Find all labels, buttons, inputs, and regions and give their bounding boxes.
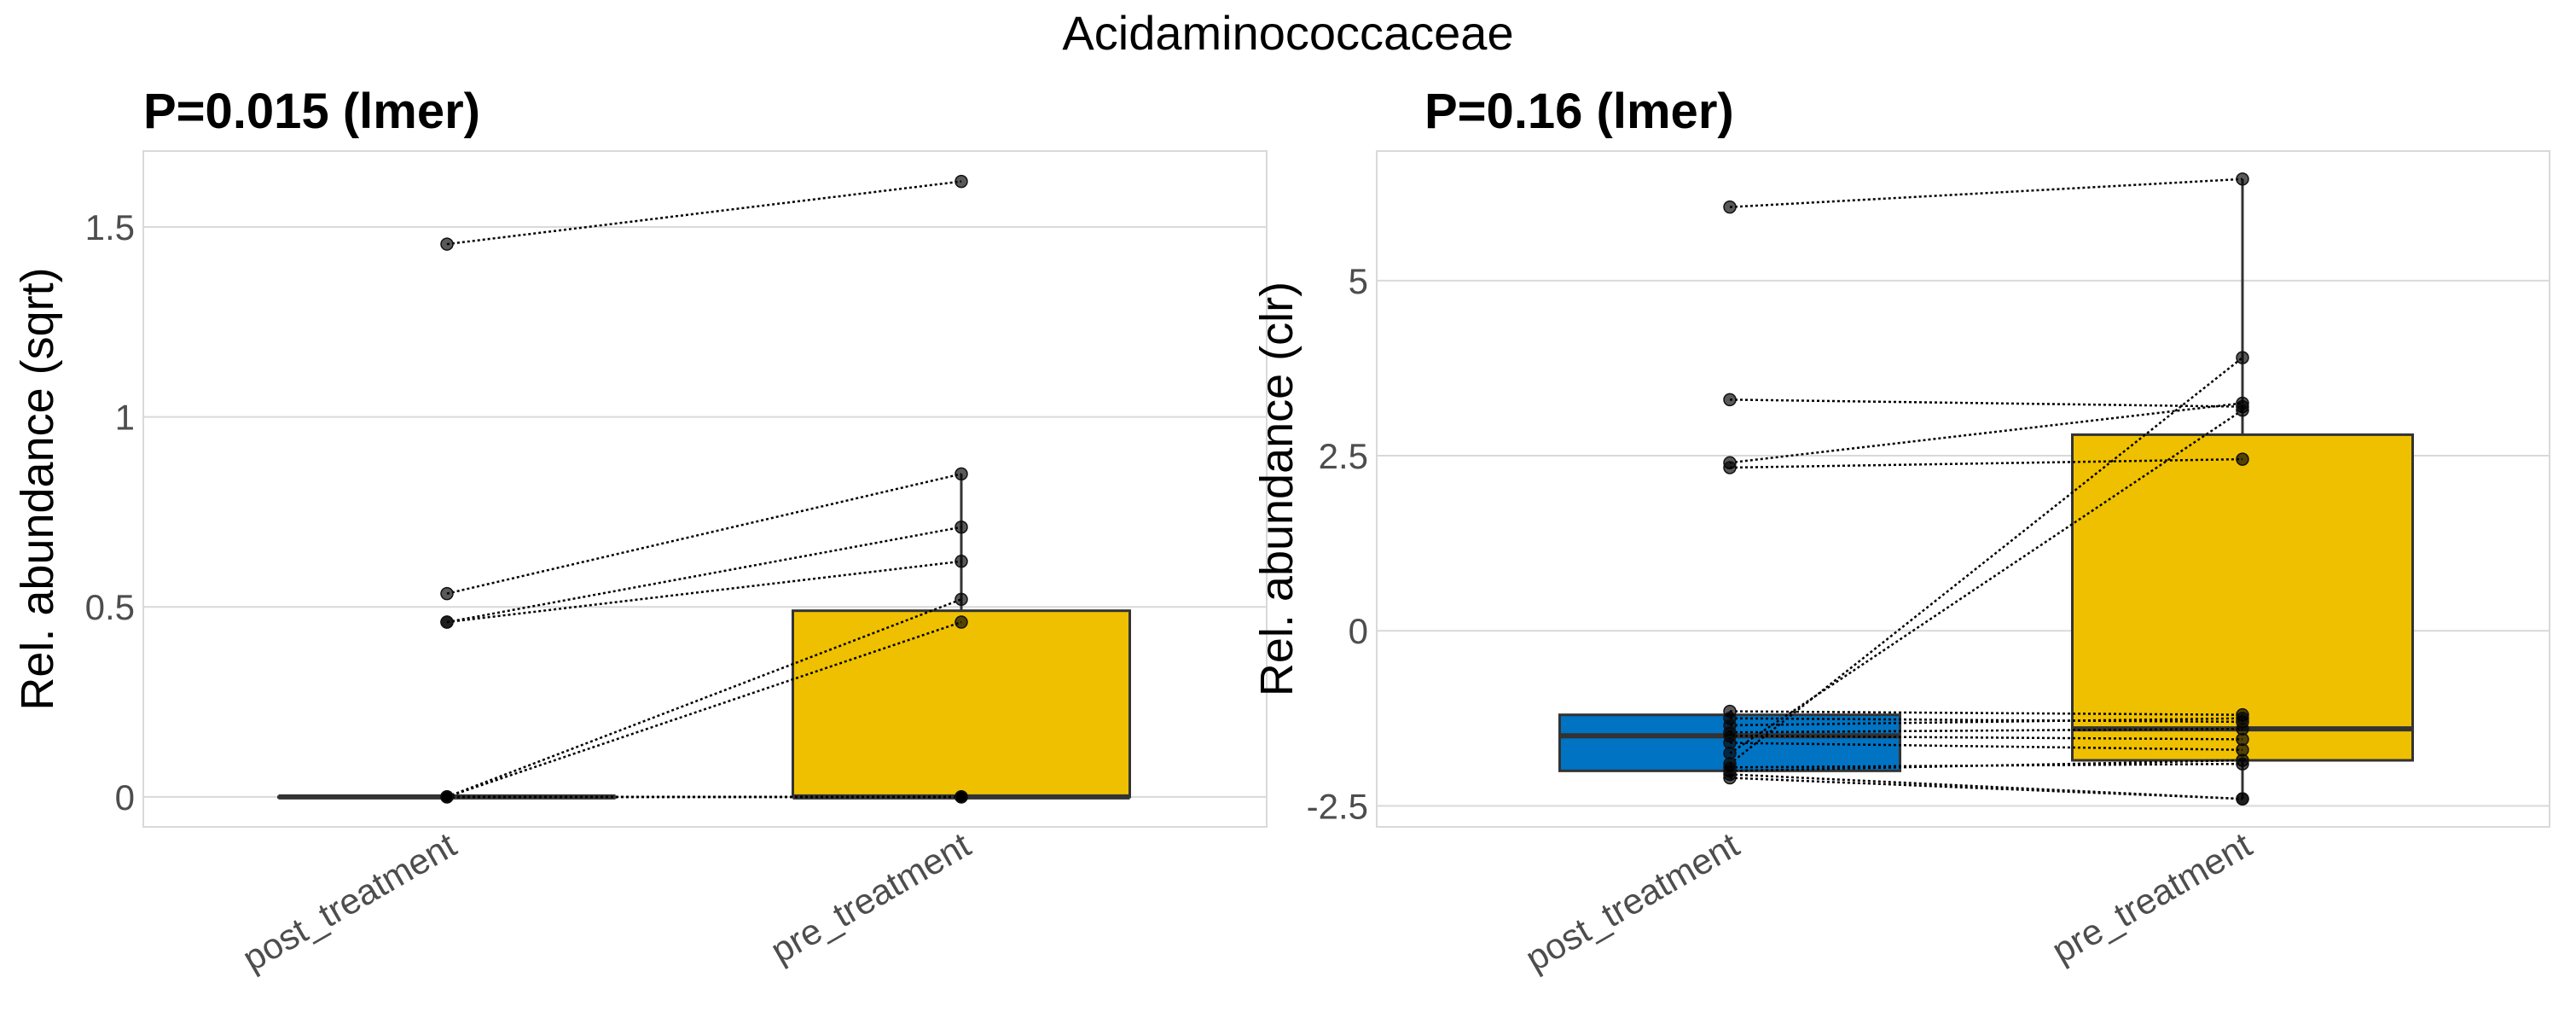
paired-line — [1729, 457, 2243, 469]
paired-line — [1729, 727, 2243, 734]
data-point — [2236, 403, 2249, 417]
paired-line — [446, 473, 962, 595]
paired-line — [446, 180, 962, 246]
paired-line — [1729, 777, 2243, 800]
data-point — [1723, 200, 1737, 214]
paired-line — [1729, 735, 2243, 741]
data-point — [2236, 792, 2249, 806]
paired-line — [1729, 710, 2243, 716]
data-point — [954, 615, 968, 629]
x-tick-label: pre_treatment — [2045, 824, 2259, 971]
paired-line — [446, 620, 962, 799]
data-point — [2236, 757, 2249, 771]
y-tick-label: 0 — [115, 777, 135, 817]
paired-line — [446, 526, 962, 624]
x-tick-label: pre_treatment — [764, 824, 978, 971]
y-tick-label: -2.5 — [1307, 786, 1368, 826]
panel-sqrt: P=0.015 (lmer) Rel. abundance (sqrt) 0 0.… — [12, 84, 1268, 979]
data-point — [954, 790, 968, 804]
y-tick-label: 1.5 — [85, 207, 135, 247]
data-point — [1723, 760, 1737, 774]
y-tick-label: 0.5 — [85, 587, 135, 627]
x-tick-label: post_treatment — [1518, 824, 1745, 979]
data-point — [954, 467, 968, 481]
data-point — [954, 592, 968, 607]
paired-line — [446, 560, 962, 624]
data-point — [440, 790, 454, 804]
data-point — [954, 555, 968, 568]
panel-clr: P=0.16 (lmer) Rel. abundance (clr) -2.5 0… — [1251, 84, 2550, 979]
y-tick-label: 2.5 — [1319, 436, 1368, 476]
x-tick-label: post_treatment — [235, 824, 462, 979]
paired-line — [1729, 717, 2243, 727]
data-point — [954, 174, 968, 189]
data-point — [440, 615, 454, 629]
paired-line — [1729, 717, 2243, 724]
y-axis-label: Rel. abundance (sqrt) — [12, 267, 63, 710]
paired-line — [1729, 177, 2243, 208]
y-tick-label: 5 — [1349, 261, 1368, 301]
y-axis-label: Rel. abundance (clr) — [1251, 282, 1303, 696]
paired-line — [1729, 742, 2243, 751]
panel-subtitle: P=0.015 (lmer) — [143, 84, 480, 139]
box-pre_treatment — [2071, 433, 2414, 762]
y-tick-label: 1 — [115, 398, 135, 438]
paired-line — [1729, 773, 2243, 800]
data-point — [2236, 172, 2249, 186]
data-point — [2236, 351, 2249, 364]
figure-title: Acidaminococcaceae — [1062, 6, 1513, 60]
paired-line — [1729, 409, 2243, 754]
y-tick-label: 0 — [1349, 611, 1368, 651]
data-point — [440, 237, 454, 251]
data-point — [1723, 736, 1737, 750]
panel-subtitle: P=0.16 (lmer) — [1424, 84, 1734, 139]
paired-line — [1729, 402, 2243, 464]
paired-line — [1729, 399, 2243, 408]
data-point — [1723, 461, 1737, 474]
box-pre_treatment — [792, 609, 1131, 799]
data-point — [2236, 452, 2249, 466]
paired-line — [1729, 762, 2243, 769]
data-point — [1723, 393, 1737, 407]
data-point — [440, 586, 454, 601]
data-point — [954, 520, 968, 534]
